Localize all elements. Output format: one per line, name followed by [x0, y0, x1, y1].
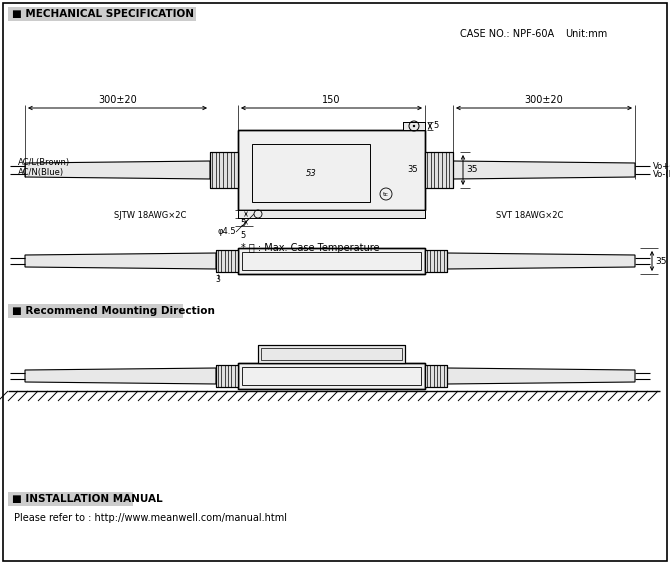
Bar [238, 130, 425, 210]
Text: AC/N(Blue): AC/N(Blue) [18, 168, 64, 177]
Bar [8, 492, 133, 506]
Text: AC/L(Brown): AC/L(Brown) [18, 157, 70, 166]
Bar [238, 210, 425, 218]
Bar [238, 248, 425, 274]
Bar [425, 250, 447, 272]
Text: Vo-(Black): Vo-(Black) [653, 170, 670, 178]
Text: Vo+(Red): Vo+(Red) [653, 161, 670, 170]
Text: 35: 35 [466, 165, 478, 174]
Bar [210, 152, 238, 188]
Text: tc: tc [383, 192, 389, 196]
Bar [8, 304, 183, 318]
Text: φ4.5: φ4.5 [217, 227, 236, 236]
Polygon shape [25, 161, 210, 179]
Text: * Ⓣ : Max. Case Temperature: * Ⓣ : Max. Case Temperature [241, 243, 379, 253]
Bar [425, 365, 447, 387]
Bar [403, 122, 425, 130]
Bar [216, 250, 238, 272]
Text: Please refer to : http://www.meanwell.com/manual.html: Please refer to : http://www.meanwell.co… [14, 513, 287, 523]
Bar [403, 122, 425, 130]
Bar [238, 363, 425, 389]
Bar [425, 152, 453, 188]
Bar [238, 363, 425, 389]
Text: ■ Recommend Mounting Direction: ■ Recommend Mounting Direction [12, 306, 215, 316]
Bar [216, 250, 238, 272]
Text: 5: 5 [241, 231, 246, 240]
Text: 150: 150 [322, 95, 341, 105]
Text: ■ MECHANICAL SPECIFICATION: ■ MECHANICAL SPECIFICATION [12, 9, 194, 19]
Text: CASE NO.: NPF-60A: CASE NO.: NPF-60A [460, 29, 554, 39]
Text: Unit:mm: Unit:mm [565, 29, 607, 39]
Text: 300±20: 300±20 [98, 95, 137, 105]
Text: 5: 5 [241, 219, 246, 228]
Circle shape [413, 125, 415, 127]
Polygon shape [447, 368, 635, 384]
Bar [261, 348, 402, 360]
Bar [8, 7, 196, 21]
Text: SJTW 18AWG×2C: SJTW 18AWG×2C [114, 210, 186, 219]
Polygon shape [447, 253, 635, 269]
Bar [216, 365, 238, 387]
Text: 35: 35 [407, 165, 418, 174]
Text: 35: 35 [655, 257, 667, 266]
Bar [238, 210, 425, 218]
Bar [242, 252, 421, 270]
Text: 300±20: 300±20 [525, 95, 563, 105]
Text: ■ INSTALLATION MANUAL: ■ INSTALLATION MANUAL [12, 494, 163, 504]
Text: 5: 5 [433, 121, 438, 130]
Polygon shape [25, 368, 216, 384]
Bar [258, 345, 405, 363]
Bar [210, 152, 238, 188]
Bar [242, 367, 421, 385]
Bar [258, 345, 405, 363]
Text: 53: 53 [306, 169, 316, 178]
Bar [238, 130, 425, 210]
Polygon shape [25, 253, 216, 269]
Bar [425, 250, 447, 272]
Polygon shape [453, 161, 635, 179]
Text: SVT 18AWG×2C: SVT 18AWG×2C [496, 210, 563, 219]
Bar [425, 365, 447, 387]
Bar [425, 152, 453, 188]
Bar [252, 144, 370, 202]
Bar [216, 365, 238, 387]
Bar [238, 248, 425, 274]
Text: 3: 3 [216, 275, 220, 284]
